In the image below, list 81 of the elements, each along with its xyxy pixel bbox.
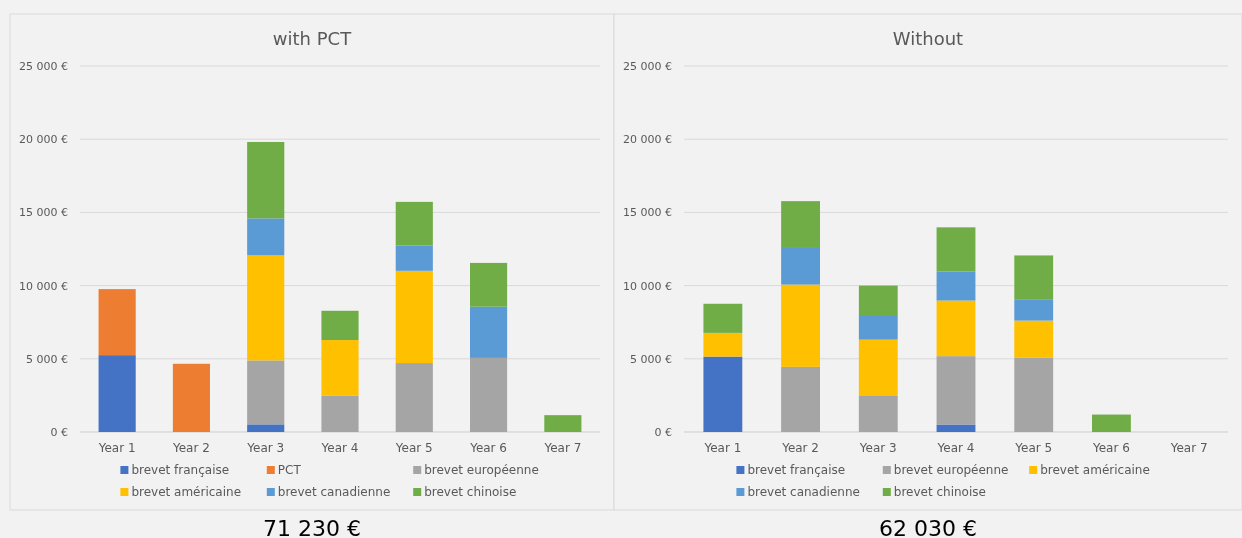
y-tick-label: 20 000 € — [623, 133, 672, 147]
bar — [395, 270, 433, 364]
bar — [858, 339, 898, 396]
bar — [247, 360, 285, 425]
bar — [703, 332, 743, 357]
x-tick-label: Year 3 — [246, 441, 285, 455]
bar — [936, 271, 976, 301]
bar — [247, 218, 285, 256]
bar — [395, 201, 433, 246]
bar — [858, 395, 898, 432]
y-tick-label: 15 000 € — [623, 206, 672, 220]
x-tick-label: Year 6 — [1092, 441, 1130, 455]
y-tick-label: 20 000 € — [19, 133, 68, 147]
bar — [1014, 357, 1054, 432]
bar — [321, 310, 359, 341]
x-tick-label: Year 3 — [858, 441, 897, 455]
x-tick-label: Year 4 — [320, 441, 359, 455]
bar — [1014, 255, 1054, 300]
x-tick-label: Year 4 — [936, 441, 975, 455]
x-tick-label: Year 7 — [543, 441, 582, 455]
y-tick-label: 5 000 € — [630, 352, 672, 366]
y-tick-label: 5 000 € — [26, 352, 68, 366]
legend-label: brevet française — [747, 463, 846, 477]
y-tick-label: 25 000 € — [19, 60, 68, 73]
x-tick-label: Year 2 — [781, 441, 819, 455]
legend-label: brevet européenne — [893, 463, 1009, 477]
legend-label: brevet canadienne — [277, 485, 391, 499]
x-tick-label: Year 2 — [172, 441, 210, 455]
y-tick-label: 0 € — [50, 426, 68, 439]
bar — [781, 284, 820, 367]
chart-title: with PCT — [272, 28, 353, 49]
bar — [781, 366, 820, 432]
x-tick-label: Year 6 — [469, 441, 507, 455]
bar — [703, 303, 743, 333]
bar — [858, 285, 898, 316]
bar — [395, 245, 433, 271]
bar — [858, 315, 898, 340]
bar — [1014, 320, 1054, 358]
bar — [247, 255, 285, 361]
legend-label: brevet chinoise — [893, 485, 986, 499]
y-tick-label: 10 000 € — [19, 279, 68, 293]
bar — [247, 141, 285, 219]
legend-label: brevet chinoise — [424, 485, 517, 499]
bar — [781, 247, 820, 285]
bar — [703, 356, 743, 432]
legend-label: brevet canadienne — [747, 485, 860, 499]
bar — [321, 340, 359, 396]
bar — [936, 227, 976, 272]
y-tick-label: 25 000 € — [623, 60, 672, 73]
x-tick-label: Year 1 — [97, 441, 136, 455]
bar — [1092, 414, 1131, 432]
legend-label: brevet française — [131, 463, 230, 477]
bar — [470, 357, 508, 432]
bar — [781, 201, 820, 248]
bar — [936, 356, 976, 425]
chart-title: Without — [892, 28, 964, 49]
x-tick-label: Year 1 — [703, 441, 742, 455]
legend-label: brevet américaine — [1040, 463, 1150, 477]
bar — [544, 415, 582, 432]
bar — [395, 363, 433, 432]
legend-label: PCT — [277, 463, 302, 477]
bar — [470, 262, 508, 307]
bar — [172, 363, 210, 432]
legend-label: brevet américaine — [131, 485, 242, 499]
x-tick-label: Year 5 — [394, 441, 433, 455]
bar — [247, 424, 285, 432]
y-tick-label: 15 000 € — [19, 206, 68, 220]
legend-label: brevet européenne — [424, 463, 539, 477]
y-tick-label: 10 000 € — [623, 279, 672, 293]
x-tick-label: Year 5 — [1014, 441, 1053, 455]
y-tick-label: 0 € — [654, 426, 672, 439]
bar — [470, 306, 508, 358]
bar — [98, 289, 136, 356]
bar — [936, 300, 976, 357]
x-tick-label: Year 7 — [1169, 441, 1208, 455]
bar — [321, 395, 359, 432]
text: 62 030 € — [879, 516, 977, 538]
text: 71 230 € — [263, 516, 361, 538]
bar — [936, 424, 976, 432]
bar — [1014, 299, 1054, 321]
bar — [98, 355, 136, 432]
